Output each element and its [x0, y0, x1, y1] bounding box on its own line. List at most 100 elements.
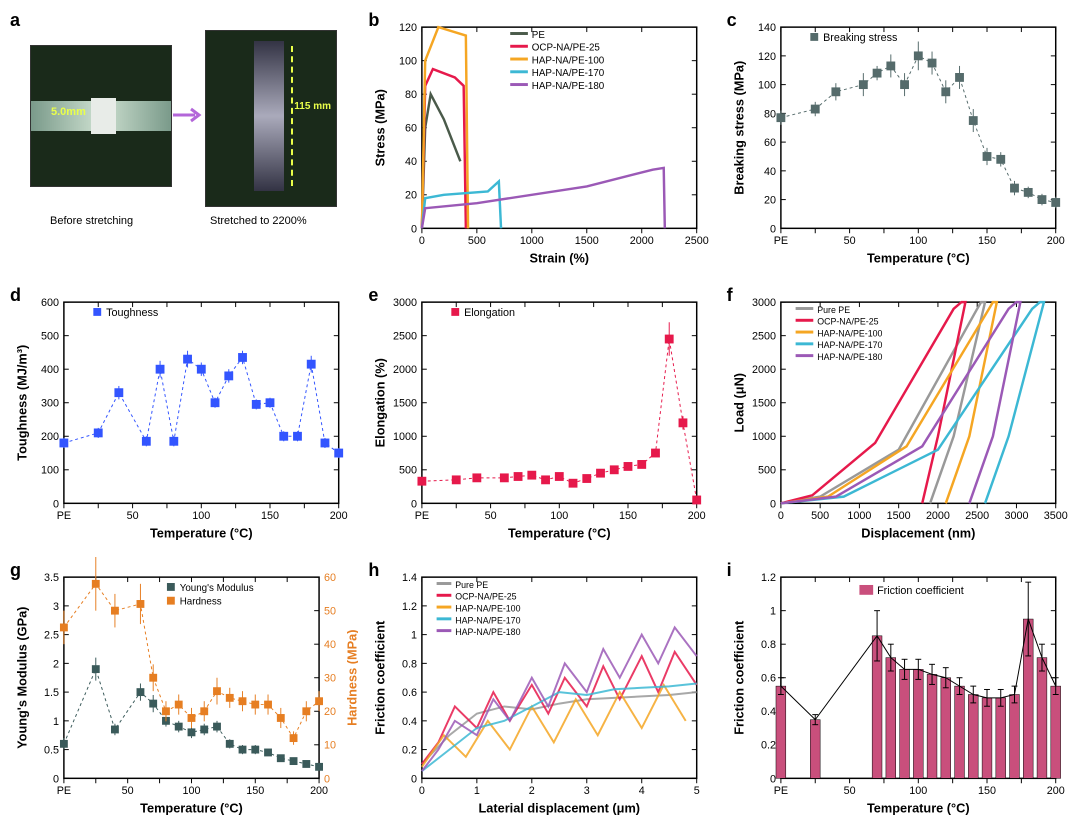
svg-text:0.8: 0.8 — [402, 658, 417, 670]
svg-text:50: 50 — [324, 606, 336, 618]
svg-text:Stress (MPa): Stress (MPa) — [373, 89, 388, 166]
svg-text:150: 150 — [246, 785, 264, 797]
svg-text:0: 0 — [53, 773, 59, 785]
svg-text:0: 0 — [411, 773, 417, 785]
panel-h-label: h — [368, 560, 379, 581]
panel-f-label: f — [727, 285, 733, 306]
chart-b: 05001000150020002500020406080100120Strai… — [363, 5, 716, 275]
svg-text:200: 200 — [688, 510, 706, 522]
svg-text:50: 50 — [122, 785, 134, 797]
svg-text:1: 1 — [411, 630, 417, 642]
svg-text:40: 40 — [405, 156, 417, 168]
svg-text:1.5: 1.5 — [44, 687, 59, 699]
svg-text:0: 0 — [419, 785, 425, 797]
svg-text:500: 500 — [468, 235, 486, 247]
svg-text:0.4: 0.4 — [761, 706, 776, 718]
panel-c-label: c — [727, 10, 737, 31]
svg-text:0.2: 0.2 — [761, 740, 776, 752]
svg-text:1500: 1500 — [886, 510, 910, 522]
svg-text:50: 50 — [843, 785, 855, 797]
svg-text:Friction coefficient: Friction coefficient — [373, 620, 388, 735]
svg-text:2500: 2500 — [965, 510, 989, 522]
panel-g-label: g — [10, 560, 21, 581]
svg-text:100: 100 — [41, 465, 59, 477]
chart-i: PE5010015020000.20.40.60.811.2Temperatur… — [722, 555, 1075, 825]
svg-text:4: 4 — [639, 785, 645, 797]
svg-text:2: 2 — [53, 658, 59, 670]
svg-text:3000: 3000 — [752, 297, 776, 309]
panel-d-label: d — [10, 285, 21, 306]
svg-text:500: 500 — [758, 465, 776, 477]
svg-text:Temperature (°C): Temperature (°C) — [140, 801, 243, 816]
svg-text:Temperature (°C): Temperature (°C) — [508, 526, 611, 541]
svg-text:Young's Modulus: Young's Modulus — [180, 583, 254, 594]
svg-text:0.6: 0.6 — [402, 687, 417, 699]
svg-text:140: 140 — [758, 22, 776, 34]
svg-text:0.8: 0.8 — [761, 639, 776, 651]
svg-text:100: 100 — [909, 235, 927, 247]
svg-text:0.5: 0.5 — [44, 745, 59, 757]
svg-text:0: 0 — [411, 223, 417, 235]
svg-text:5: 5 — [694, 785, 700, 797]
svg-text:80: 80 — [405, 89, 417, 101]
svg-text:Load (μN): Load (μN) — [731, 373, 746, 433]
svg-text:HAP-NA/PE-100: HAP-NA/PE-100 — [456, 603, 521, 613]
svg-text:1000: 1000 — [520, 235, 544, 247]
svg-text:3: 3 — [53, 601, 59, 613]
svg-text:0: 0 — [324, 773, 330, 785]
svg-text:Hardness (MPa): Hardness (MPa) — [344, 630, 358, 726]
svg-text:OCP-NA/PE-25: OCP-NA/PE-25 — [456, 592, 517, 602]
svg-text:200: 200 — [1046, 785, 1064, 797]
svg-text:HAP-NA/PE-170: HAP-NA/PE-170 — [532, 68, 605, 79]
svg-text:HAP-NA/PE-170: HAP-NA/PE-170 — [817, 340, 882, 350]
svg-text:HAP-NA/PE-180: HAP-NA/PE-180 — [456, 627, 521, 637]
svg-text:60: 60 — [405, 123, 417, 135]
svg-text:3500: 3500 — [1043, 510, 1067, 522]
svg-text:1000: 1000 — [752, 431, 776, 443]
panel-c: c PE50100150200020406080100120140Tempera… — [722, 5, 1075, 275]
svg-text:500: 500 — [811, 510, 829, 522]
svg-text:200: 200 — [330, 510, 348, 522]
svg-text:100: 100 — [758, 80, 776, 92]
svg-text:60: 60 — [324, 572, 336, 584]
arrow-icon — [173, 105, 203, 125]
panel-i: i PE5010015020000.20.40.60.811.2Temperat… — [722, 555, 1075, 825]
svg-text:120: 120 — [758, 51, 776, 63]
panel-h: h 01234500.20.40.60.811.21.4Laterial dis… — [363, 555, 716, 825]
svg-text:Strain (%): Strain (%) — [530, 251, 590, 266]
svg-text:PE: PE — [57, 785, 71, 797]
svg-text:Pure PE: Pure PE — [817, 305, 850, 315]
svg-text:40: 40 — [764, 166, 776, 178]
svg-text:400: 400 — [41, 364, 59, 376]
svg-text:60: 60 — [764, 137, 776, 149]
svg-text:Young's Modulus (GPa): Young's Modulus (GPa) — [15, 607, 30, 749]
svg-text:HAP-NA/PE-170: HAP-NA/PE-170 — [456, 615, 521, 625]
svg-text:Temperature (°C): Temperature (°C) — [150, 526, 253, 541]
svg-text:Laterial displacement (μm): Laterial displacement (μm) — [479, 801, 641, 816]
svg-text:500: 500 — [41, 331, 59, 343]
svg-text:1500: 1500 — [393, 398, 417, 410]
svg-text:0.2: 0.2 — [402, 745, 417, 757]
svg-text:HAP-NA/PE-100: HAP-NA/PE-100 — [532, 55, 605, 66]
svg-text:50: 50 — [127, 510, 139, 522]
svg-text:600: 600 — [41, 297, 59, 309]
svg-text:40: 40 — [324, 639, 336, 651]
svg-text:200: 200 — [310, 785, 328, 797]
svg-text:0: 0 — [770, 773, 776, 785]
panel-e-label: e — [368, 285, 378, 306]
svg-text:20: 20 — [324, 706, 336, 718]
svg-text:Pure PE: Pure PE — [456, 580, 489, 590]
svg-text:50: 50 — [843, 235, 855, 247]
svg-text:OCP-NA/PE-25: OCP-NA/PE-25 — [817, 317, 878, 327]
dim-before-label: 5.0mm — [51, 106, 86, 118]
panel-i-label: i — [727, 560, 732, 581]
svg-text:2000: 2000 — [393, 364, 417, 376]
svg-text:HAP-NA/PE-180: HAP-NA/PE-180 — [817, 352, 882, 362]
svg-text:1.2: 1.2 — [761, 572, 776, 584]
svg-text:PE: PE — [532, 30, 546, 41]
chart-g: PE5010015020000.511.522.533.501020304050… — [5, 555, 358, 825]
svg-text:1.4: 1.4 — [402, 572, 417, 584]
svg-text:3: 3 — [584, 785, 590, 797]
svg-text:150: 150 — [978, 235, 996, 247]
svg-text:200: 200 — [1046, 235, 1064, 247]
